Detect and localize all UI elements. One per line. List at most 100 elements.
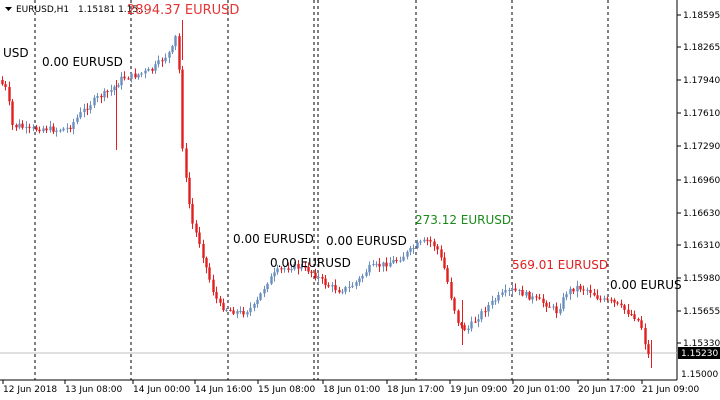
candle-body — [623, 305, 626, 310]
candle-body — [270, 276, 273, 284]
candle-body — [640, 320, 643, 329]
candle-body — [633, 314, 636, 319]
candle-body — [351, 285, 354, 287]
candle-body — [205, 257, 208, 268]
candle-body — [514, 288, 517, 291]
candle-body — [151, 68, 154, 71]
candle-body — [616, 302, 619, 304]
candle-body — [494, 300, 497, 302]
candle-body — [460, 322, 463, 326]
candle-body — [450, 281, 453, 299]
time-tick-label: 12 Jun 2018 — [3, 385, 57, 395]
candle-body — [440, 249, 443, 258]
candle-body — [463, 325, 466, 330]
candle-body — [416, 242, 419, 248]
candle-body — [42, 128, 45, 132]
candle-body — [572, 288, 575, 292]
candle-body — [232, 310, 235, 314]
price-tick-label: 1.16960 — [683, 176, 720, 186]
candle-body — [511, 288, 514, 290]
candle-body — [402, 256, 405, 261]
candle-body — [327, 285, 330, 287]
candle-body — [49, 126, 52, 131]
candle-body — [219, 298, 222, 303]
time-tick-label: 15 Jun 08:00 — [258, 385, 315, 395]
candle-body — [433, 241, 436, 247]
candle-body — [341, 291, 344, 293]
trade-annotation: 0.00 EURUSD — [270, 256, 351, 270]
time-tick-label: 20 Jun 17:00 — [578, 385, 635, 395]
candle-body — [504, 290, 507, 293]
candle-body — [358, 278, 361, 283]
current-price-label-bg — [678, 347, 720, 359]
price-tick-label: 1.16310 — [683, 241, 720, 251]
candle-body — [195, 223, 198, 233]
candle-body — [555, 306, 558, 314]
candle-body — [535, 296, 538, 298]
candle-body — [76, 117, 79, 123]
candle-body — [93, 97, 96, 106]
candle-body — [225, 309, 228, 311]
candles — [1, 20, 652, 368]
candle-body — [215, 292, 218, 299]
candle-body — [559, 308, 562, 314]
candle-body — [4, 84, 7, 87]
candle-body — [287, 268, 290, 270]
candle-body — [453, 298, 456, 311]
candle-body — [89, 105, 92, 110]
candle-body — [576, 285, 579, 292]
candle-body — [79, 112, 82, 118]
candle-body — [266, 283, 269, 290]
dropdown-triangle-icon[interactable] — [5, 7, 12, 11]
candle-body — [191, 203, 194, 224]
candle-body — [144, 70, 147, 74]
candle-body — [334, 285, 337, 291]
candle-body — [562, 297, 565, 309]
price-axis-bottom-label: 1.15000 — [681, 370, 718, 380]
candle-body — [100, 95, 103, 98]
candle-body — [344, 287, 347, 292]
candle-body — [18, 123, 21, 128]
candle-body — [538, 297, 541, 299]
candle-body — [246, 312, 249, 315]
candle-body — [338, 290, 341, 293]
candle-body — [480, 311, 483, 320]
candle-body — [25, 126, 28, 128]
candle-body — [273, 272, 276, 277]
candle-body — [117, 85, 120, 87]
candle-body — [86, 108, 89, 110]
candle-body — [596, 295, 599, 299]
candle-body — [134, 73, 137, 78]
candle-body — [477, 319, 480, 322]
candle-body — [419, 241, 422, 243]
candle-body — [72, 122, 75, 130]
candle-body — [589, 289, 592, 293]
candle-body — [593, 292, 596, 296]
candle-body — [161, 60, 164, 62]
candle-body — [69, 127, 72, 130]
candle-body — [610, 299, 613, 301]
candle-body — [565, 294, 568, 298]
plot-area[interactable] — [0, 0, 677, 380]
candle-body — [280, 268, 283, 270]
candle-body — [202, 243, 205, 258]
candle-body — [531, 296, 534, 300]
candle-body — [253, 304, 256, 308]
candle-body — [474, 321, 477, 323]
candle-body — [32, 127, 35, 129]
candle-body — [229, 309, 232, 311]
candle-body — [443, 257, 446, 269]
candle-body — [395, 260, 398, 262]
candle-body — [586, 289, 589, 291]
price-tick-label: 1.18265 — [683, 43, 720, 53]
candle-body — [630, 314, 633, 316]
candle-body — [552, 306, 555, 308]
candle-body — [28, 126, 31, 128]
candle-body — [647, 344, 650, 355]
candle-body — [96, 95, 99, 98]
candle-body — [38, 129, 41, 132]
candle-body — [627, 309, 630, 315]
candle-body — [446, 268, 449, 282]
candle-body — [409, 248, 412, 252]
